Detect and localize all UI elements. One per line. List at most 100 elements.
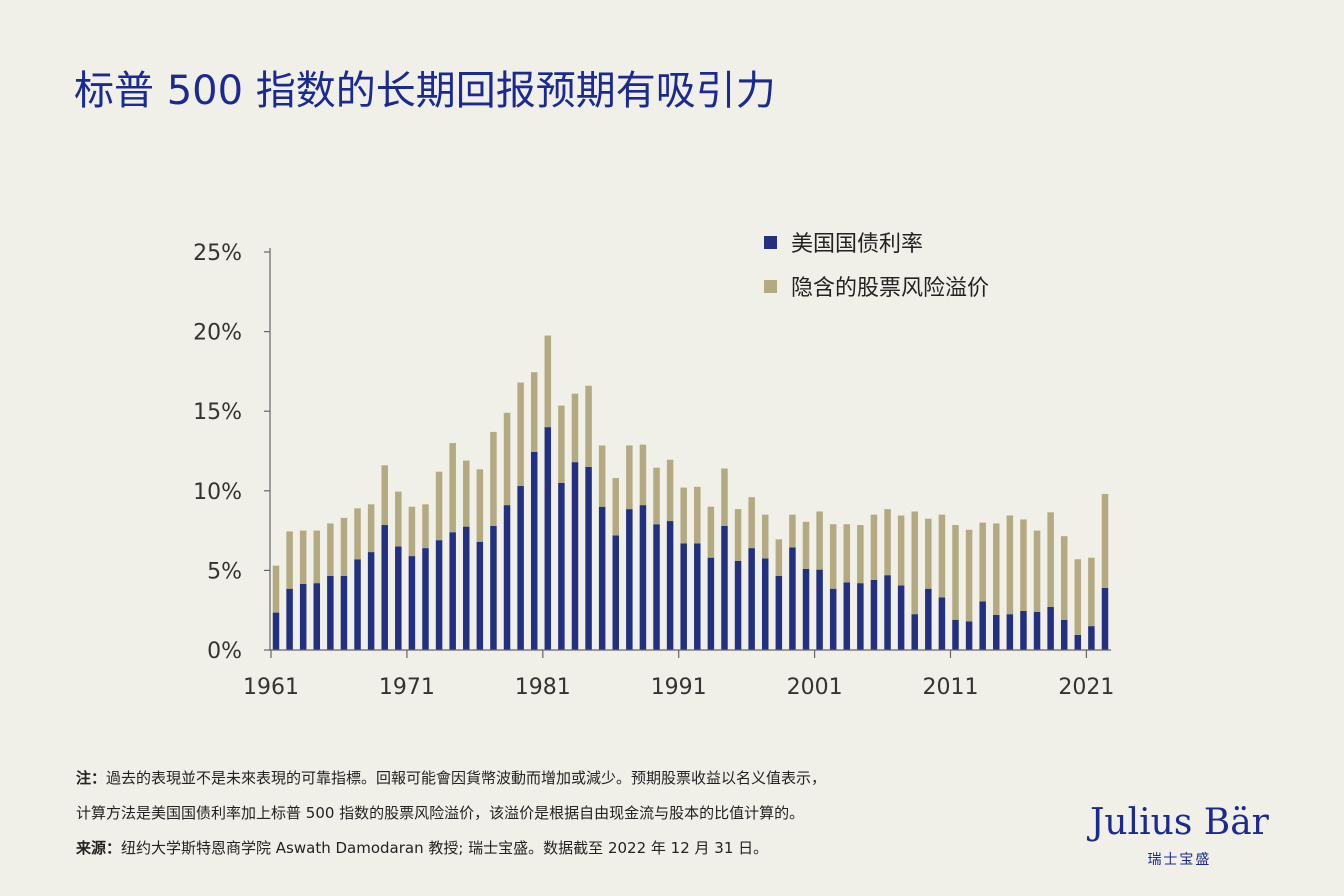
bar-premium xyxy=(1060,536,1068,620)
bar-treasury xyxy=(585,466,592,650)
bar-premium xyxy=(748,497,755,549)
bar-premium xyxy=(680,487,687,544)
bar-treasury xyxy=(789,547,796,650)
bar-treasury xyxy=(938,597,946,650)
bar-premium xyxy=(1033,530,1041,612)
bar-treasury xyxy=(558,482,565,650)
bar-premium xyxy=(993,523,1000,615)
x-tick-label: 2001 xyxy=(787,675,843,700)
bar-treasury xyxy=(476,541,484,650)
bar-treasury xyxy=(530,451,538,650)
bar-treasury xyxy=(1020,610,1027,650)
bar-treasury xyxy=(816,569,823,650)
legend-label-premium: 隐含的股票风险溢价 xyxy=(791,276,990,301)
bar-premium xyxy=(381,465,388,526)
bar-premium xyxy=(530,372,538,452)
bar-treasury xyxy=(286,588,293,650)
bar-premium xyxy=(503,412,511,506)
bar-premium xyxy=(829,524,837,589)
bar-treasury xyxy=(408,556,416,650)
bar-treasury xyxy=(979,601,986,650)
bar-premium xyxy=(843,524,851,583)
note-line-1: 注：過去的表現並不是未來表現的可靠指標。回報可能會因貨幣波動而增加或減少。预期股… xyxy=(76,767,826,788)
bar-treasury xyxy=(327,575,334,650)
bar-premium xyxy=(816,511,823,570)
bar-treasury xyxy=(1088,626,1095,650)
bar-premium xyxy=(694,486,701,544)
logo-wordmark: Julius Bär xyxy=(1090,802,1269,843)
y-tick-label: 20% xyxy=(193,321,242,346)
bar-treasury xyxy=(721,525,728,650)
bar-premium xyxy=(979,522,986,602)
legend-swatch-treasury xyxy=(764,235,777,249)
bar-treasury xyxy=(829,588,837,650)
bar-treasury xyxy=(748,548,755,650)
bar-premium xyxy=(952,525,959,620)
bar-treasury xyxy=(761,558,769,650)
note-text-1: 過去的表現並不是未來表現的可靠指標。回報可能會因貨幣波動而增加或減少。预期股票收… xyxy=(106,769,827,787)
bar-premium xyxy=(598,445,606,507)
bar-premium xyxy=(272,565,280,613)
legend-label-treasury: 美国国债利率 xyxy=(791,232,924,257)
bar-treasury xyxy=(843,582,851,650)
y-tick-label: 25% xyxy=(193,241,242,266)
bar-treasury xyxy=(598,506,606,650)
bar-treasury xyxy=(422,548,429,650)
bar-premium xyxy=(626,445,633,510)
bar-treasury xyxy=(612,535,619,650)
bar-treasury xyxy=(1101,587,1109,650)
bar-treasury xyxy=(626,509,633,650)
bar-treasury xyxy=(1060,619,1068,650)
bar-premium xyxy=(367,504,375,553)
bar-premium xyxy=(286,531,293,589)
bar-premium xyxy=(761,514,769,559)
bar-premium xyxy=(789,514,796,548)
bar-premium xyxy=(1101,493,1109,588)
bar-treasury xyxy=(517,486,524,650)
y-tick-label: 0% xyxy=(207,639,242,664)
bar-treasury xyxy=(435,540,443,650)
legend-swatch-premium xyxy=(764,279,777,293)
bar-premium xyxy=(911,511,918,615)
bar-premium xyxy=(666,459,674,522)
x-tick-label: 1991 xyxy=(651,675,707,700)
bar-premium xyxy=(1020,519,1027,611)
bar-treasury xyxy=(1033,611,1041,650)
bar-premium xyxy=(775,539,783,576)
y-tick-label: 15% xyxy=(193,400,242,425)
bar-premium xyxy=(965,529,973,622)
bar-treasury xyxy=(381,525,388,650)
bar-premium xyxy=(517,382,524,487)
source-label: 来源： xyxy=(76,839,122,857)
bar-treasury xyxy=(666,521,674,650)
bar-treasury xyxy=(653,524,660,650)
bar-treasury xyxy=(925,588,932,650)
bar-treasury xyxy=(802,568,810,650)
bar-treasury xyxy=(952,619,959,650)
bar-treasury xyxy=(897,585,905,650)
bar-premium xyxy=(558,405,565,483)
bar-premium xyxy=(490,431,497,526)
bar-premium xyxy=(476,469,484,542)
bar-premium xyxy=(1006,515,1014,615)
bar-treasury xyxy=(870,579,878,650)
bar-premium xyxy=(639,444,647,506)
bar-treasury xyxy=(734,560,742,650)
bar-treasury xyxy=(299,583,307,650)
bar-treasury xyxy=(639,505,647,650)
bar-treasury xyxy=(503,505,511,650)
bar-premium xyxy=(721,468,728,526)
bar-premium xyxy=(938,514,946,598)
bar-treasury xyxy=(1074,634,1082,650)
bar-premium xyxy=(612,478,619,536)
bar-treasury xyxy=(354,559,361,650)
bar-treasury xyxy=(775,575,783,650)
logo-subtitle: 瑞士宝盛 xyxy=(1147,852,1212,868)
bar-treasury xyxy=(449,532,456,650)
y-tick-label: 10% xyxy=(193,480,242,505)
bar-premium xyxy=(1047,512,1054,608)
bar-treasury xyxy=(544,427,552,650)
source-line: 来源：纽约大学斯特恩商学院 Aswath Damodaran 教授; 瑞士宝盛。… xyxy=(76,837,768,858)
bar-premium xyxy=(802,521,810,569)
